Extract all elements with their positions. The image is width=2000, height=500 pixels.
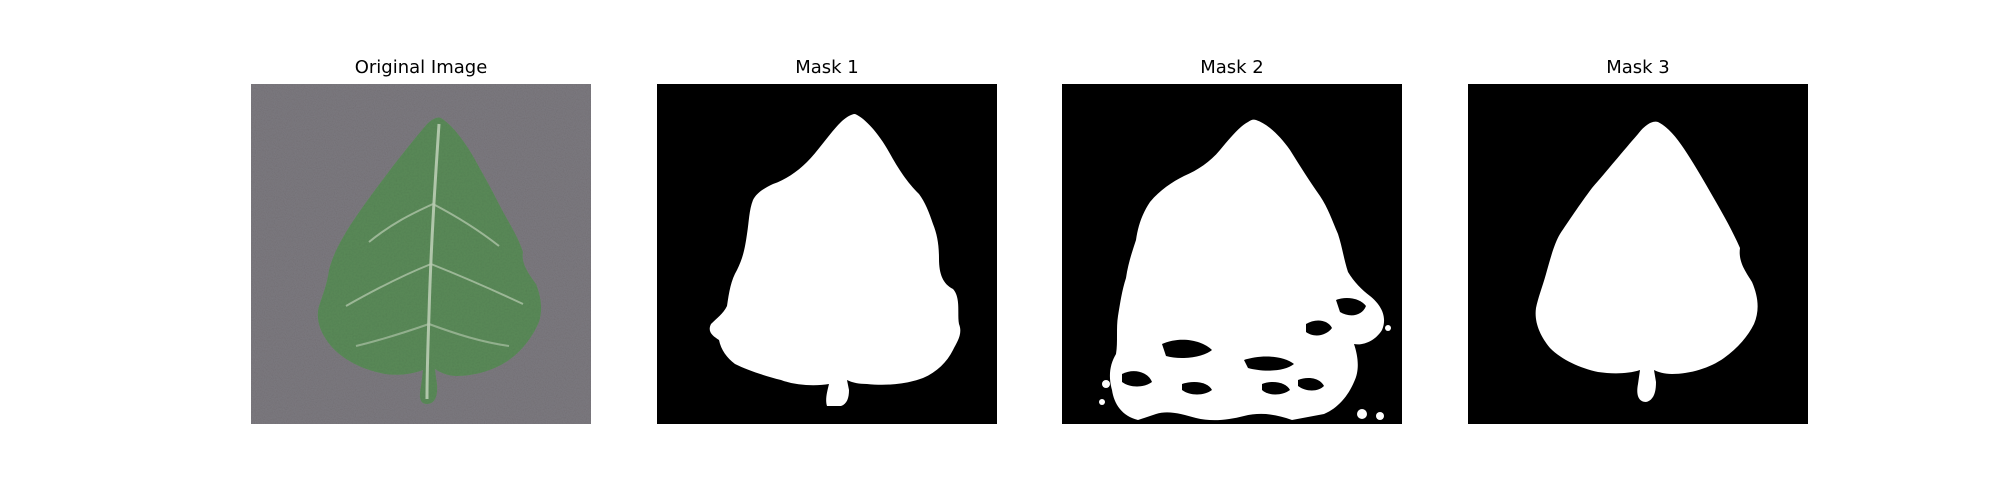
- mask-3-image: [1468, 84, 1808, 424]
- leaf-vein: [368, 203, 434, 243]
- panel-mask-2: Mask 2: [1062, 0, 1402, 500]
- leaf-blade: [317, 117, 542, 405]
- panel-title: Mask 2: [1200, 57, 1264, 78]
- panel-mask-3: Mask 3: [1468, 0, 1808, 500]
- panel-title: Original Image: [354, 57, 488, 78]
- original-image: [251, 84, 591, 424]
- mask-foreground: [1535, 121, 1758, 402]
- mask-1-image: [657, 84, 997, 424]
- panel-title: Mask 3: [1606, 57, 1670, 78]
- panel-original: Original Image: [251, 0, 591, 500]
- leaf-midrib: [425, 123, 441, 400]
- leaf-vein: [345, 263, 432, 307]
- leaf-vein: [428, 323, 510, 347]
- mask-2-image: [1062, 84, 1402, 424]
- mask-foreground: [709, 114, 961, 406]
- panel-title: Mask 1: [795, 57, 859, 78]
- leaf-vein: [432, 203, 500, 247]
- panel-mask-1: Mask 1: [657, 0, 997, 500]
- mask-hole: [1122, 298, 1366, 395]
- leaf-vein: [430, 263, 524, 305]
- leaf-icon: [317, 117, 542, 405]
- leaf-vein: [355, 323, 430, 347]
- mask-speckle: [1099, 325, 1391, 420]
